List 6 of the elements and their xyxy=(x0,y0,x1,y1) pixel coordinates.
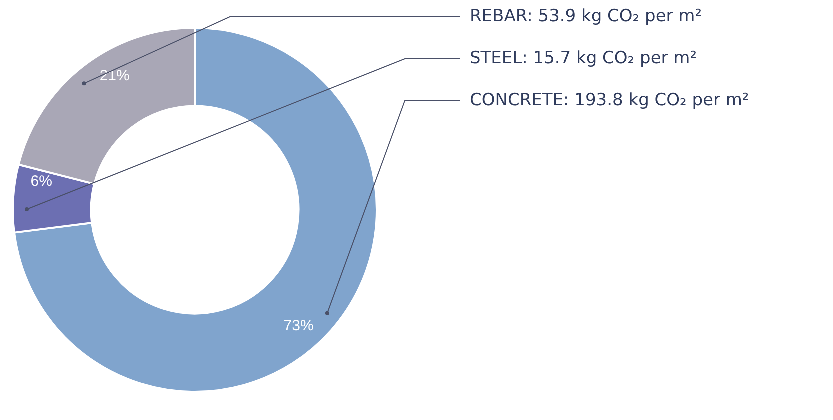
slice-label: STEEL: 15.7 kg CO₂ per m² xyxy=(470,48,698,68)
data-label: 6% xyxy=(30,172,52,190)
data-label: 21% xyxy=(100,67,130,84)
data-label: 73% xyxy=(284,318,314,335)
slice-label: CONCRETE: 193.8 kg CO₂ per m² xyxy=(470,90,750,110)
slice-label: REBAR: 53.9 kg CO₂ per m² xyxy=(470,6,702,26)
